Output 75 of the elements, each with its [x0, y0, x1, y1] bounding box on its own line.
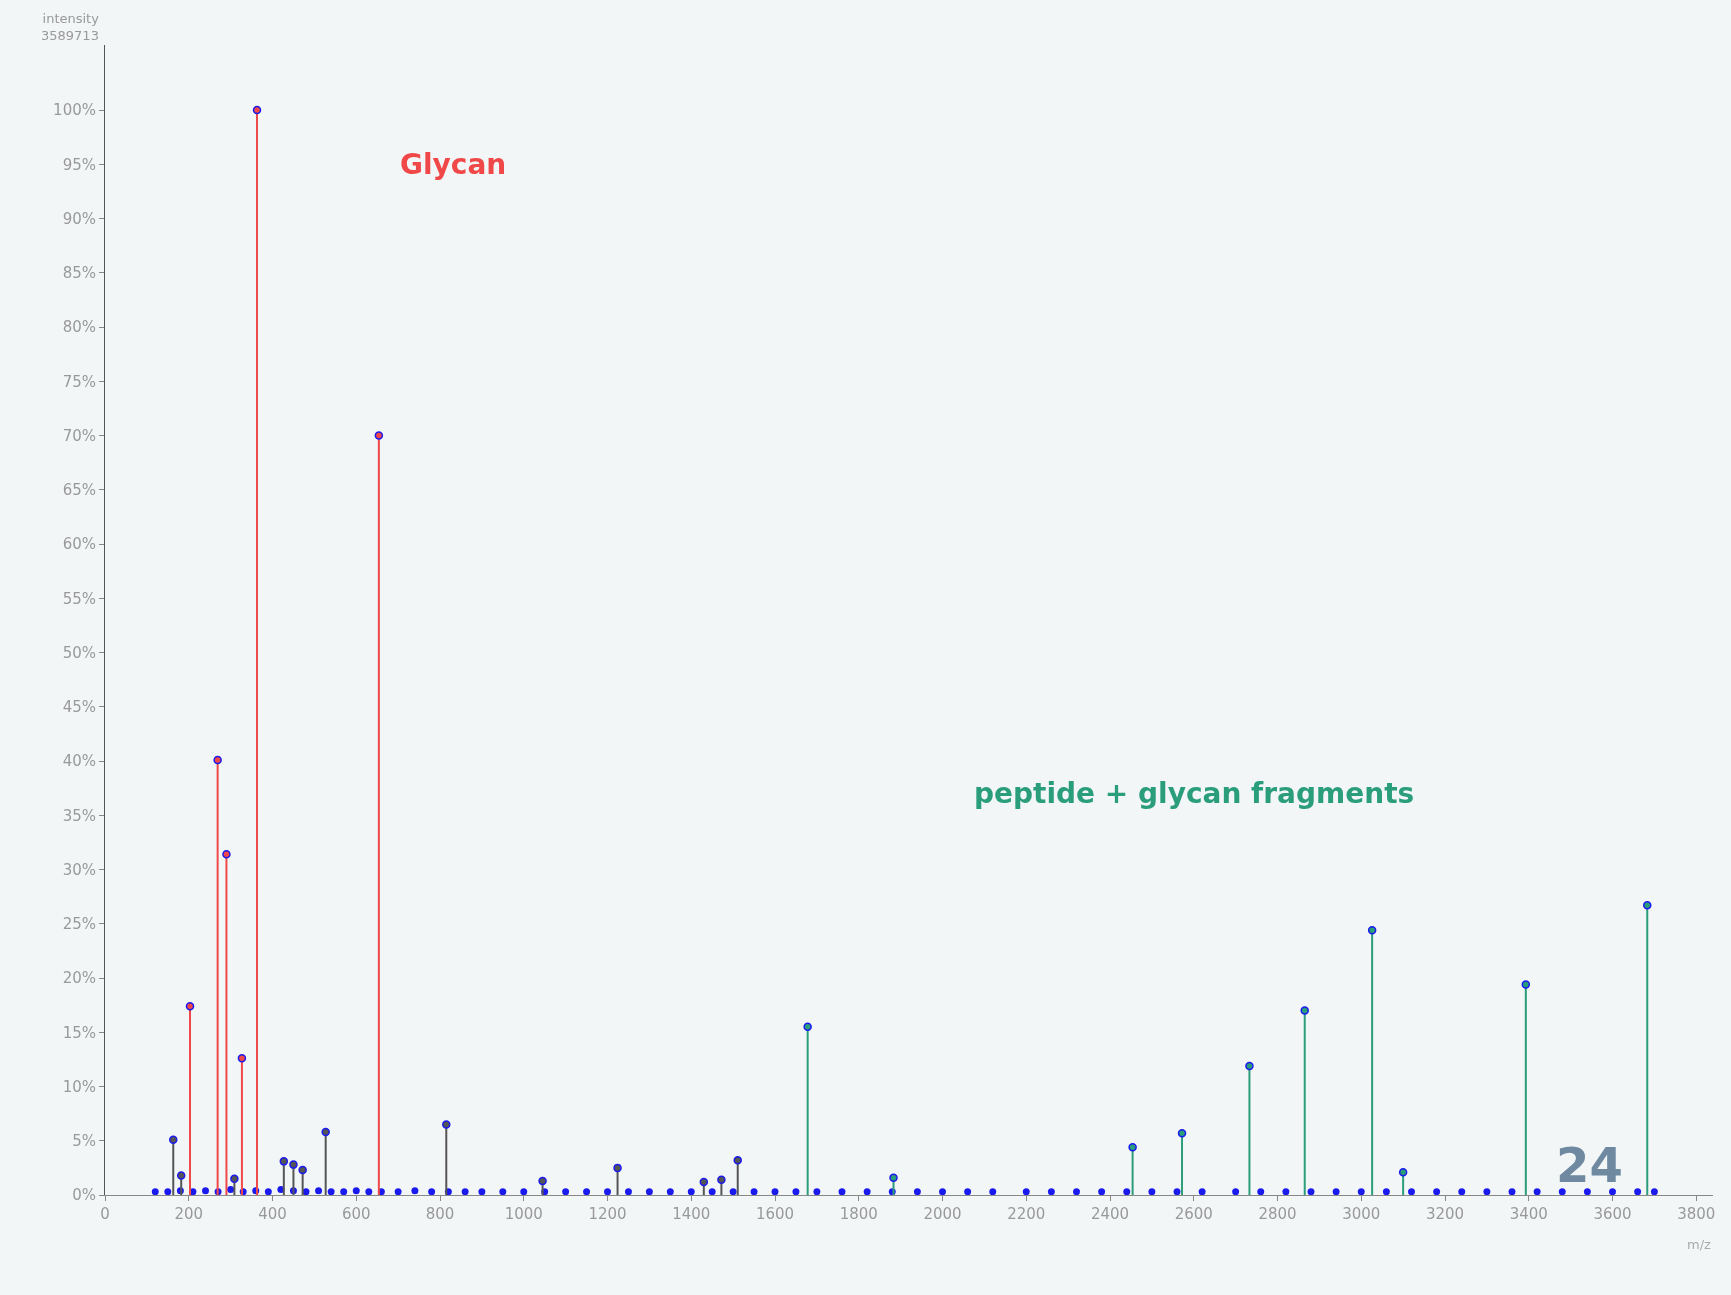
x-tick-label: 3800 — [1677, 1205, 1716, 1223]
x-tick-label: 200 — [174, 1205, 204, 1223]
y-tick-label: 25% — [62, 915, 96, 934]
point — [733, 1156, 742, 1165]
y-tick-label: 75% — [62, 372, 96, 391]
y-tick-label: 65% — [62, 481, 96, 500]
y-tick-label: 35% — [62, 806, 96, 825]
y-tick-label: 45% — [62, 698, 96, 717]
point — [321, 1127, 330, 1137]
point — [169, 1135, 178, 1144]
point — [237, 1054, 247, 1063]
x-tick-label: 2400 — [1090, 1205, 1130, 1223]
point — [613, 1163, 622, 1173]
y-tick-label: 90% — [62, 209, 96, 228]
x-tick-label: 1000 — [504, 1205, 543, 1223]
point — [185, 1001, 195, 1011]
x-tick-label: 2600 — [1174, 1205, 1213, 1223]
y-tick-label: 60% — [62, 535, 96, 554]
x-tick-label: 800 — [425, 1205, 455, 1223]
point — [803, 1022, 812, 1032]
point — [442, 1120, 451, 1129]
y-tick-label: 85% — [62, 264, 96, 283]
x-tick-label: 3000 — [1342, 1205, 1381, 1223]
y-tick-label: 50% — [62, 643, 96, 662]
point — [230, 1174, 239, 1183]
y-tick-label: 30% — [62, 860, 96, 879]
x-tick-label: 0 — [100, 1205, 110, 1223]
y-tick-label: 55% — [62, 589, 96, 608]
x-tick-label: 400 — [258, 1205, 287, 1223]
x-axis-title: m/z — [1687, 1237, 1712, 1252]
point — [889, 1173, 898, 1182]
point — [1643, 901, 1652, 910]
point — [1367, 926, 1377, 935]
y-tick-label: 70% — [62, 426, 96, 445]
x-tick-label: 2000 — [923, 1205, 962, 1223]
y-tick-label: 95% — [62, 155, 96, 174]
point — [176, 1171, 186, 1180]
point — [1245, 1061, 1254, 1071]
y-tick-label: 10% — [62, 1077, 96, 1096]
x-tick-label: 3400 — [1509, 1205, 1548, 1223]
text: peptide + glycan fragments — [974, 777, 1415, 810]
text: Glycan — [400, 148, 507, 181]
x-tick-label: 3200 — [1425, 1205, 1465, 1223]
point — [374, 431, 384, 440]
y-tick-label: 80% — [62, 318, 96, 337]
y-tick-label: 100% — [53, 101, 96, 120]
x-tick-label: 1400 — [672, 1205, 711, 1223]
x-tick-label: 600 — [341, 1205, 371, 1223]
x-tick-label: 3600 — [1593, 1205, 1632, 1223]
point — [1177, 1128, 1187, 1138]
point — [252, 105, 262, 115]
y-tick-label: 0% — [72, 1186, 96, 1205]
point — [213, 755, 222, 765]
y-tick-label: 15% — [62, 1023, 96, 1042]
y-tick-label: 5% — [72, 1132, 96, 1150]
point — [279, 1157, 289, 1166]
y-tick-label: 20% — [62, 969, 96, 988]
x-tick-label: 1800 — [839, 1205, 878, 1223]
point — [222, 850, 231, 859]
point — [1521, 980, 1531, 989]
point — [538, 1176, 547, 1186]
point — [1128, 1143, 1137, 1152]
point — [1300, 1006, 1309, 1015]
x-tick-label: 1200 — [588, 1205, 627, 1223]
x-tick-label: 2200 — [1007, 1205, 1046, 1223]
point — [717, 1175, 726, 1185]
point — [298, 1165, 307, 1175]
point — [699, 1177, 709, 1187]
y-tick-label: 40% — [62, 752, 96, 771]
x-tick-label: 2800 — [1258, 1205, 1297, 1223]
annotation: 24 — [1556, 1137, 1623, 1193]
point — [289, 1160, 298, 1169]
point — [1398, 1167, 1408, 1177]
x-tick-label: 1600 — [755, 1205, 795, 1223]
y-axis-title: intensity 3589713 — [41, 11, 100, 43]
